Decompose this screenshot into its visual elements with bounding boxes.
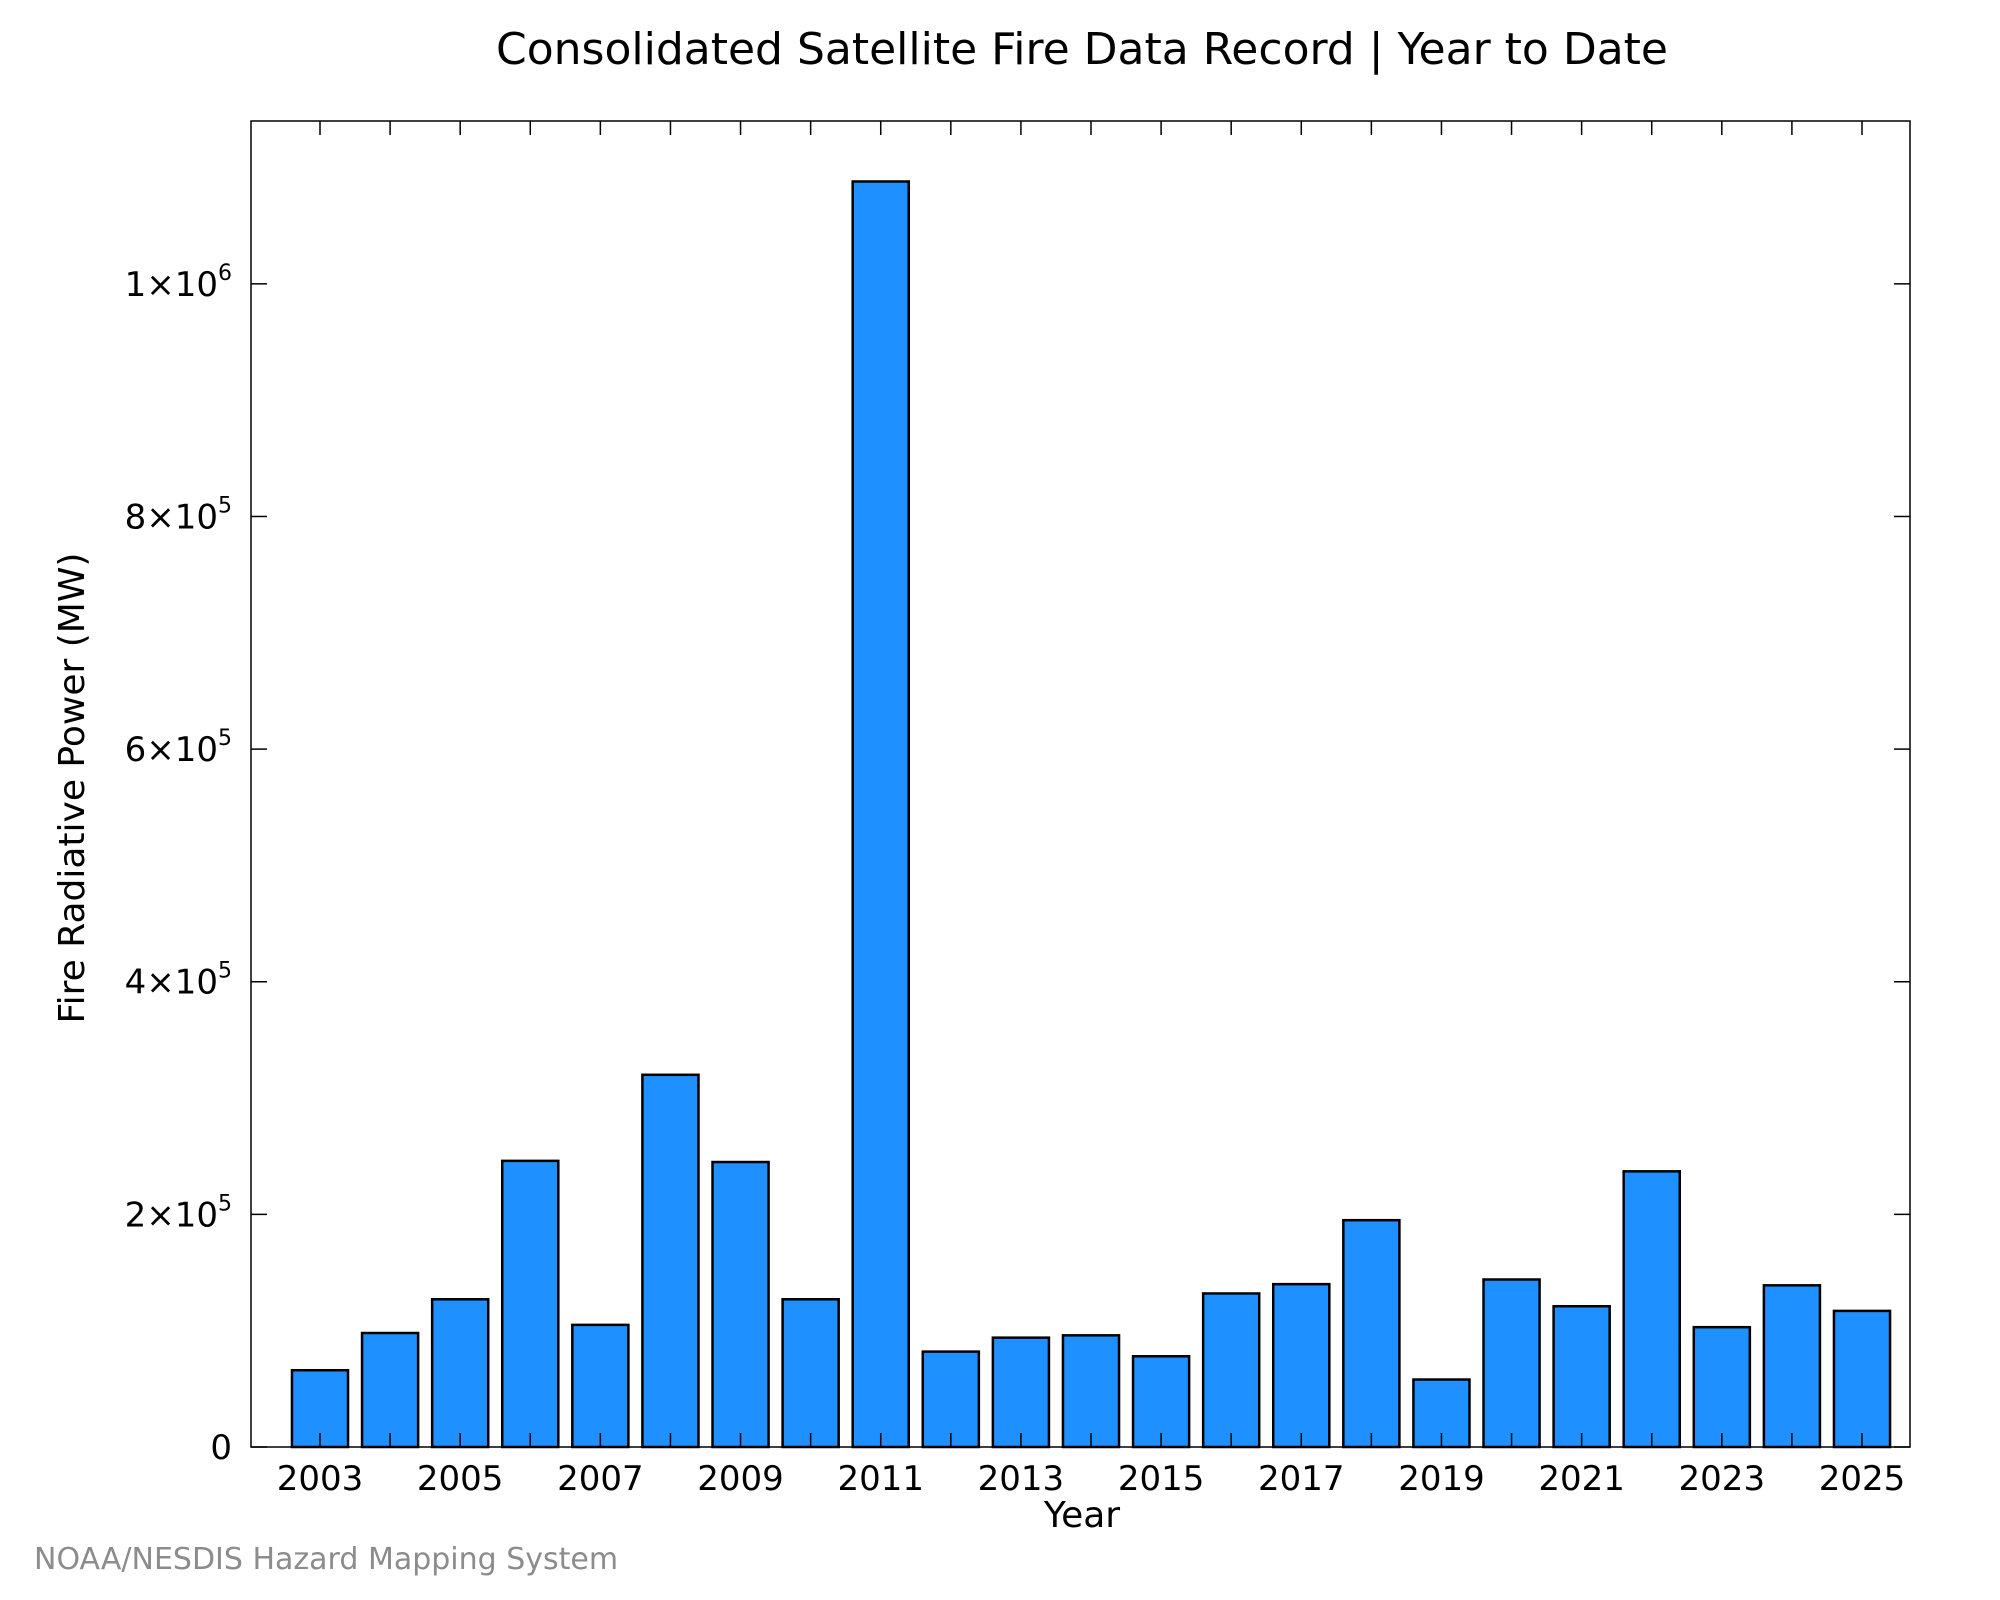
x-tick-label: 2025 bbox=[1819, 1459, 1906, 1499]
x-tick-label: 2003 bbox=[277, 1459, 364, 1499]
x-tick-label: 2007 bbox=[557, 1459, 644, 1499]
bar-2011 bbox=[851, 180, 911, 1449]
bar-2013 bbox=[991, 1336, 1051, 1449]
y-tick-label: 4×105 bbox=[125, 959, 232, 1003]
bar-2024 bbox=[1762, 1284, 1822, 1449]
bar-2010 bbox=[781, 1298, 840, 1449]
bar-2004 bbox=[360, 1331, 420, 1449]
y-axis-label: Fire Radiative Power (MW) bbox=[52, 553, 93, 1024]
bar-2023 bbox=[1692, 1325, 1752, 1449]
x-tick-label: 2017 bbox=[1258, 1459, 1345, 1499]
x-tick-label: 2019 bbox=[1398, 1459, 1485, 1499]
x-tick-label: 2015 bbox=[1118, 1459, 1205, 1499]
bars-group bbox=[290, 180, 1892, 1449]
bar-2017 bbox=[1271, 1282, 1331, 1449]
bar-2025 bbox=[1832, 1309, 1892, 1449]
bar-2014 bbox=[1061, 1334, 1121, 1449]
x-axis: 2003 2005 2007 2009 2011 2013 2015 2017 2019 2021… bbox=[277, 121, 1906, 1499]
bar-2020 bbox=[1482, 1278, 1541, 1449]
bar-2021 bbox=[1552, 1305, 1611, 1449]
y-tick-label: 6×105 bbox=[125, 726, 232, 770]
y-axis: 0 2×105 4×105 6×105 8×105 1×106 bbox=[125, 261, 1910, 1468]
y-tick-label: 0 bbox=[210, 1428, 232, 1468]
x-tick-label: 2021 bbox=[1538, 1459, 1625, 1499]
y-tick-label: 2×105 bbox=[125, 1191, 232, 1235]
y-tick-label: 8×105 bbox=[125, 493, 232, 537]
x-axis-label: Year bbox=[1043, 1495, 1120, 1536]
credit-text: NOAA/NESDIS Hazard Mapping System bbox=[34, 1542, 618, 1577]
bar-2022 bbox=[1622, 1170, 1682, 1449]
y-tick-label: 1×106 bbox=[125, 261, 232, 305]
bar-2007 bbox=[571, 1323, 630, 1449]
bar-2009 bbox=[711, 1160, 770, 1449]
x-tick-label: 2023 bbox=[1679, 1459, 1766, 1499]
chart-title: Consolidated Satellite Fire Data Record … bbox=[496, 24, 1668, 75]
bar-2012 bbox=[921, 1350, 981, 1449]
bar-2008 bbox=[641, 1073, 700, 1449]
bar-2016 bbox=[1201, 1292, 1261, 1449]
x-tick-label: 2009 bbox=[697, 1459, 784, 1499]
x-tick-label: 2011 bbox=[837, 1459, 924, 1499]
bar-2018 bbox=[1342, 1218, 1401, 1449]
x-tick-label: 2013 bbox=[978, 1459, 1065, 1499]
x-tick-label: 2005 bbox=[417, 1459, 504, 1499]
bar-2006 bbox=[500, 1159, 560, 1449]
bar-2005 bbox=[430, 1298, 490, 1449]
